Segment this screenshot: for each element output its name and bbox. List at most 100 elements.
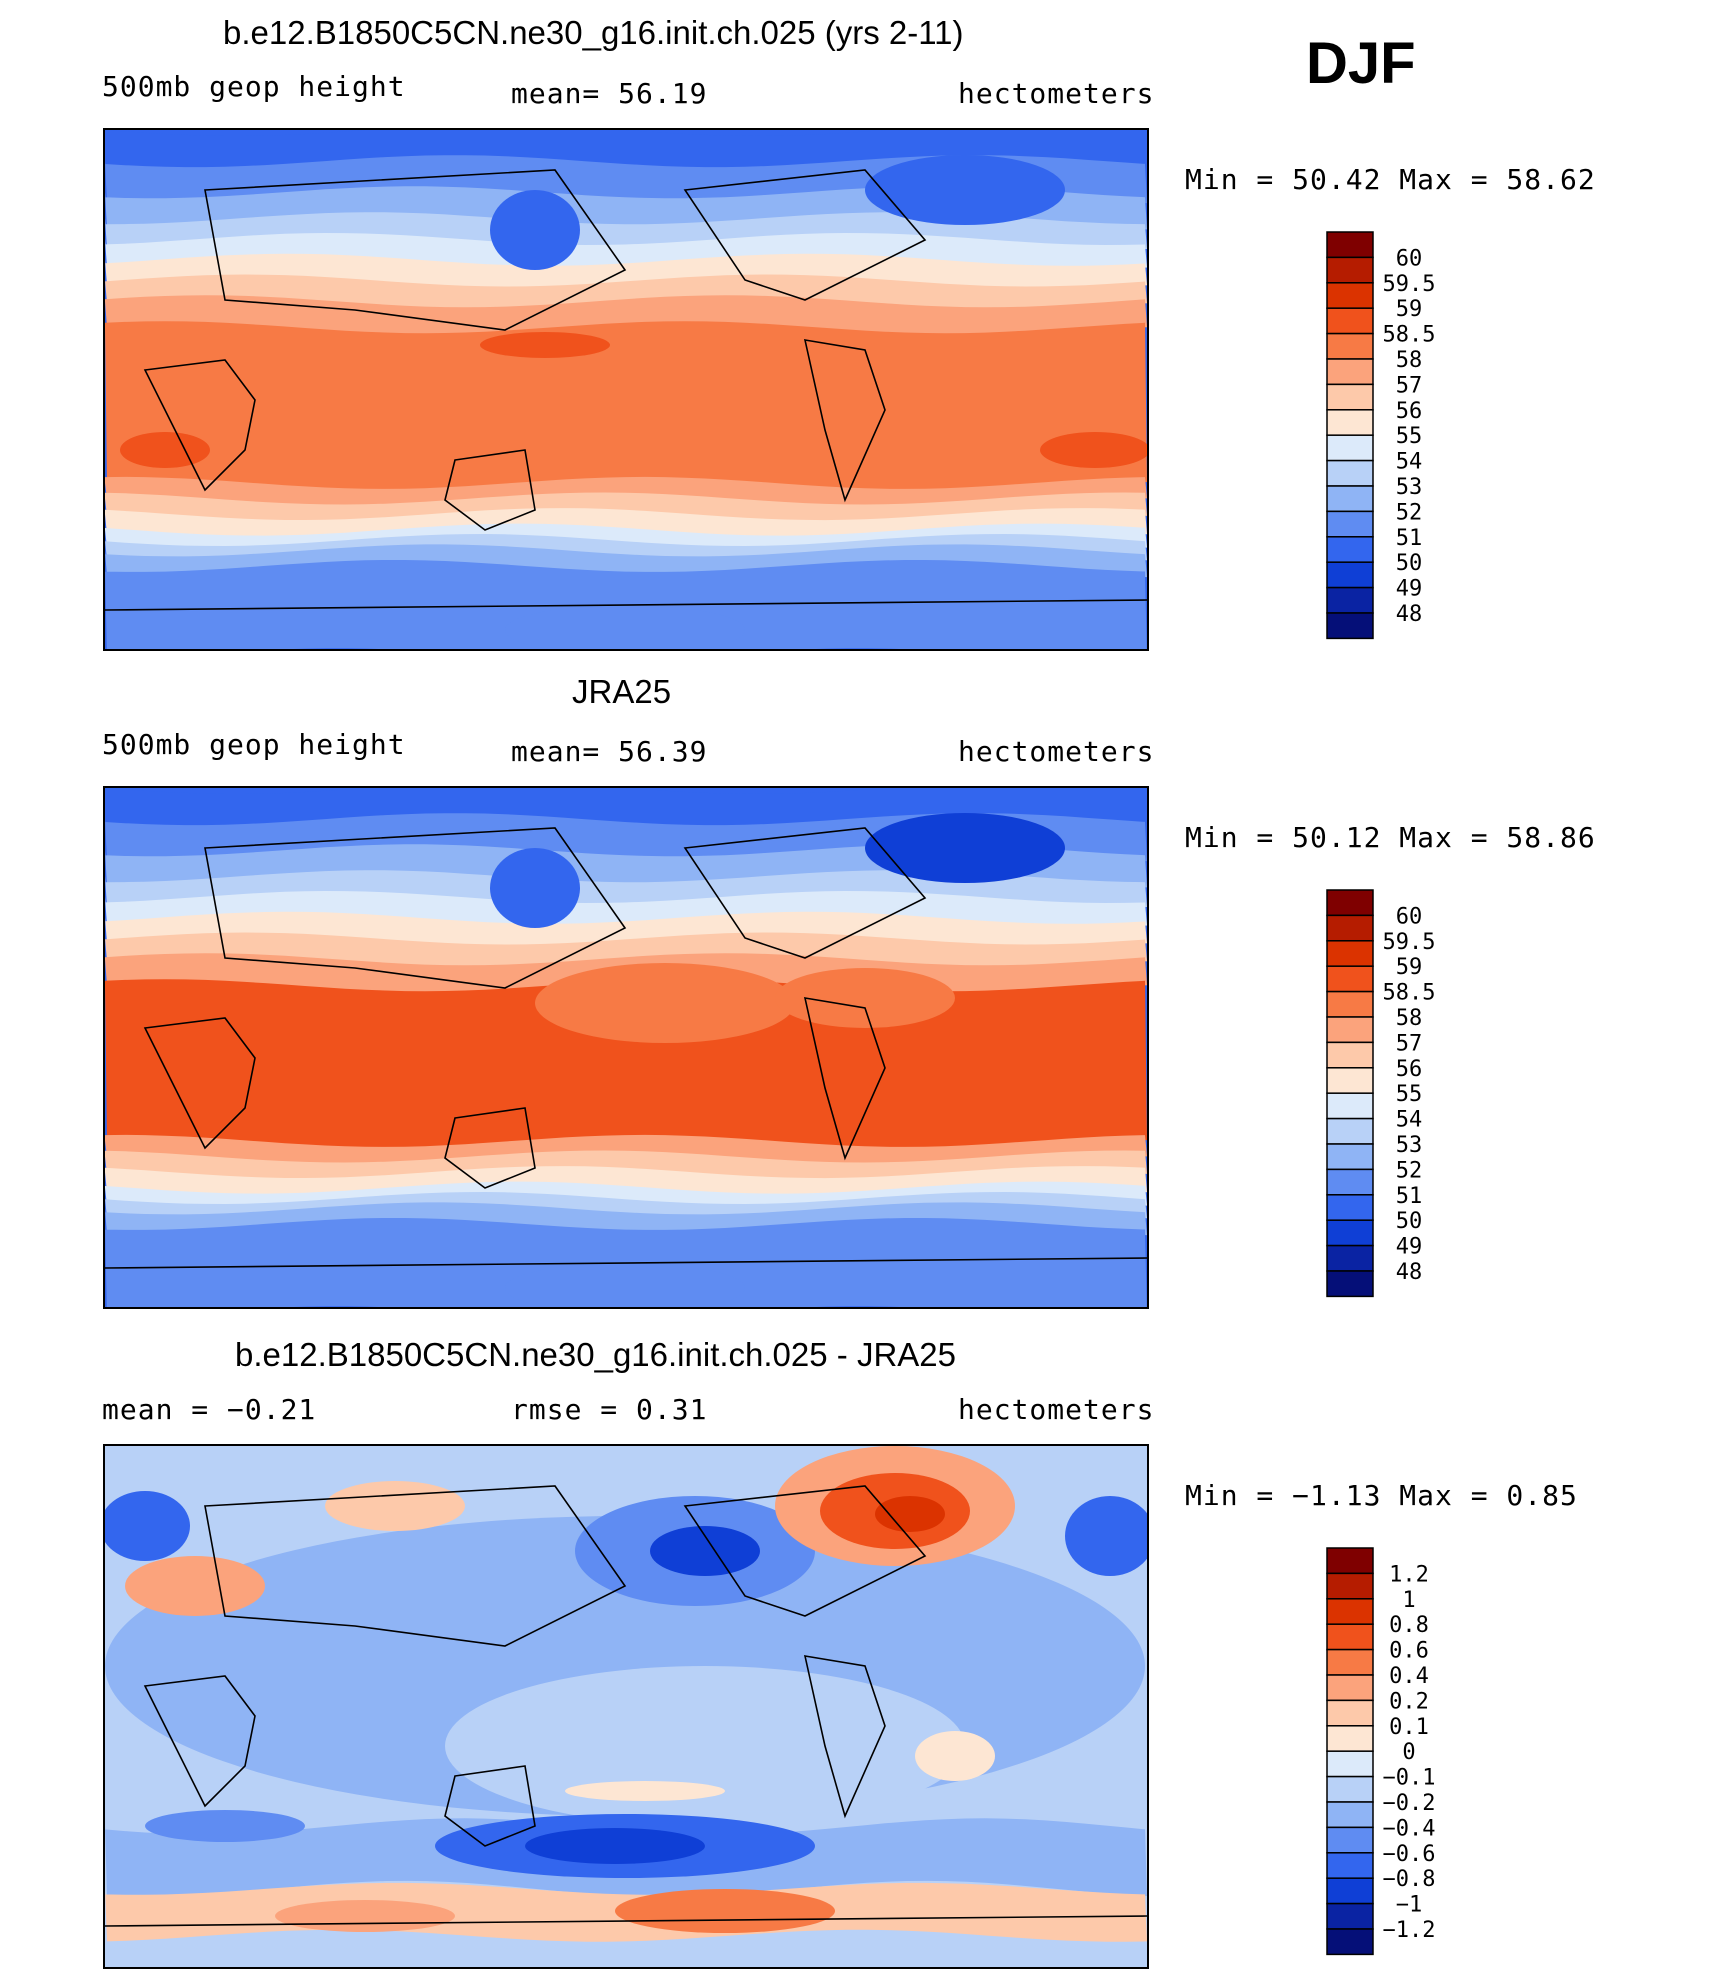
colorbar-tick-label: 56	[1396, 1057, 1423, 1082]
contour-blob	[490, 848, 580, 928]
contour-blob	[865, 813, 1065, 883]
colorbar-tick-label: −0.6	[1383, 1842, 1436, 1867]
contour-blob	[120, 432, 210, 468]
contour-band	[105, 534, 1147, 562]
colorbar-tick-label: 53	[1396, 475, 1423, 500]
colorbar-tick-label: 54	[1396, 1108, 1423, 1133]
coastline	[803, 339, 886, 503]
coastline	[444, 1765, 536, 1847]
panel-2-units-label: hectometers	[958, 735, 1155, 768]
colorbar-swatch	[1326, 1598, 1374, 1625]
panel-2-mean-label: mean= 56.39	[511, 735, 708, 768]
panel-3-units-label: hectometers	[958, 1393, 1155, 1426]
panel-2-title: JRA25	[572, 673, 672, 710]
colorbar-swatch	[1326, 282, 1374, 309]
panel-1-map	[103, 128, 1149, 651]
colorbar-tick-label: 58.5	[1383, 323, 1436, 348]
colorbar-swatch	[1326, 1699, 1374, 1727]
colorbar-tick-label: 59	[1396, 297, 1423, 322]
coastline	[683, 169, 927, 301]
panel-3-rmse-label: rmse = 0.31	[511, 1393, 708, 1426]
colorbar-tick-label: 49	[1396, 1235, 1423, 1260]
colorbar-tick-label: 0.1	[1389, 1715, 1429, 1740]
coastline	[105, 1915, 1147, 1927]
coastline	[803, 1655, 886, 1819]
colorbar-swatch	[1326, 231, 1374, 259]
colorbar-tick-label: 59	[1396, 955, 1423, 980]
colorbar-swatch	[1326, 307, 1374, 335]
coastline	[143, 1675, 256, 1808]
contour-band	[105, 544, 1147, 578]
colorbar-swatch	[1326, 990, 1374, 1018]
colorbar-tick-label: 48	[1396, 1260, 1423, 1285]
colorbar-swatch	[1326, 1270, 1374, 1298]
colorbar-swatch	[1326, 1572, 1374, 1600]
contour-band	[105, 523, 1147, 552]
colorbar-tick-label: 56	[1396, 399, 1423, 424]
panel-3-title: b.e12.B1850C5CN.ne30_g16.init.ch.025 - J…	[235, 1336, 956, 1373]
colorbar-tick-label: −0.4	[1383, 1816, 1436, 1841]
colorbar-swatch	[1326, 332, 1374, 360]
colorbar-swatch	[1326, 1877, 1374, 1905]
contour-band	[105, 1192, 1147, 1220]
contour-band	[105, 321, 1147, 495]
colorbar-swatch	[1326, 1801, 1374, 1829]
coastline	[683, 1485, 927, 1617]
colorbar-tick-label: 52	[1396, 500, 1423, 525]
panel-1-contour-field	[105, 130, 1147, 649]
colorbar-tick-label: 0.6	[1389, 1639, 1429, 1664]
colorbar-swatch	[1326, 1902, 1374, 1930]
panel-3-mean-label: mean = −0.21	[102, 1393, 317, 1426]
colorbar-tick-label: 0	[1402, 1740, 1415, 1765]
colorbar-swatch	[1326, 889, 1374, 917]
contour-blob	[615, 1889, 835, 1933]
contour-blob	[565, 1781, 725, 1801]
colorbar-swatch	[1326, 1168, 1374, 1196]
season-label: DJF	[1306, 31, 1416, 96]
colorbar-tick-label: 58	[1396, 348, 1423, 373]
colorbar-swatch	[1326, 612, 1374, 640]
colorbar-swatch	[1326, 1750, 1374, 1778]
contour-blob	[915, 1731, 995, 1781]
contour-blob	[1065, 1496, 1147, 1576]
colorbar-swatch	[1326, 1775, 1374, 1803]
colorbar-swatch	[1326, 1143, 1374, 1171]
colorbar-tick-label: 60	[1396, 904, 1423, 929]
contour-blob	[525, 1828, 705, 1864]
contour-blob	[865, 155, 1065, 225]
colorbar-swatch	[1326, 1194, 1374, 1221]
panel-1-colorbar: 60 59.5 59 58.5 58 57 56 55 54 53 52 51 50 49 48	[1325, 230, 1485, 640]
coastline	[105, 1257, 1147, 1269]
colorbar-tick-label: −1.2	[1383, 1918, 1436, 1943]
contour-band	[105, 1181, 1147, 1210]
coastline	[204, 169, 627, 331]
colorbar-tick-label: 50	[1396, 1209, 1423, 1234]
colorbar-tick-label: −0.2	[1383, 1791, 1436, 1816]
colorbar-tick-label: 58.5	[1383, 981, 1436, 1006]
colorbar-swatch	[1326, 1852, 1374, 1879]
contour-band	[105, 492, 1147, 526]
colorbar-swatch	[1326, 1244, 1374, 1272]
coastline	[683, 827, 927, 959]
colorbar-tick-label: 58	[1396, 1006, 1423, 1031]
colorbar-tick-label: 1	[1402, 1588, 1415, 1613]
panel-1-mean-label: mean= 56.19	[511, 77, 708, 110]
colorbar-swatch	[1326, 1219, 1374, 1247]
contour-band	[105, 1202, 1147, 1236]
colorbar-swatch	[1326, 914, 1374, 942]
colorbar-tick-label: 57	[1396, 1031, 1423, 1056]
panel-1-variable-label: 500mb geop height	[102, 70, 406, 103]
colorbar-tick-label: 54	[1396, 450, 1423, 475]
coastline	[204, 1485, 627, 1647]
colorbar-swatch	[1326, 256, 1374, 284]
contour-band	[105, 274, 1147, 313]
colorbar-swatch	[1326, 1016, 1374, 1044]
colorbar-tick-label: 50	[1396, 551, 1423, 576]
colorbar-tick-label: 53	[1396, 1133, 1423, 1158]
contour-blob	[480, 332, 610, 358]
contour-blob	[505, 1263, 745, 1307]
contour-band	[105, 932, 1147, 971]
colorbar-swatch	[1326, 1067, 1374, 1094]
contour-blob	[1040, 432, 1147, 468]
coastline	[143, 1017, 256, 1150]
